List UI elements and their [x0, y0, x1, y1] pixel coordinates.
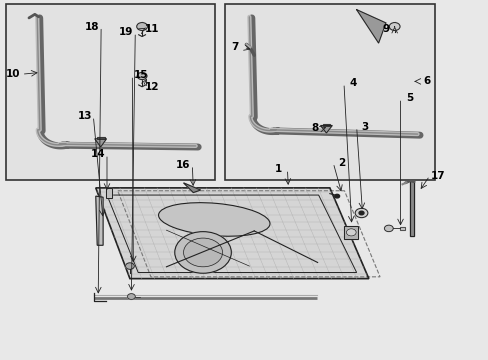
Text: 13: 13 [77, 111, 92, 121]
Circle shape [127, 294, 135, 300]
Ellipse shape [158, 203, 269, 236]
Text: 15: 15 [134, 70, 148, 80]
Circle shape [334, 194, 339, 198]
Bar [322, 124, 330, 126]
Circle shape [174, 231, 231, 273]
Text: 10: 10 [6, 69, 20, 79]
Bar [399, 226, 405, 230]
Text: 12: 12 [144, 82, 159, 92]
Polygon shape [95, 139, 106, 147]
Text: 19: 19 [119, 27, 133, 37]
Polygon shape [96, 188, 368, 279]
Bar [97, 136, 104, 139]
Text: 5: 5 [405, 93, 412, 103]
Text: 3: 3 [361, 122, 368, 132]
Polygon shape [320, 126, 331, 133]
Bar [5, 4, 215, 180]
Polygon shape [183, 183, 200, 193]
Text: 11: 11 [144, 24, 159, 35]
Text: 4: 4 [348, 78, 356, 88]
Circle shape [354, 208, 367, 218]
Circle shape [358, 211, 363, 215]
Circle shape [183, 238, 222, 267]
Circle shape [346, 229, 355, 236]
Circle shape [125, 263, 134, 269]
Bar [344, 226, 357, 239]
Bar [344, 226, 357, 239]
Text: 9: 9 [382, 24, 388, 35]
Circle shape [137, 23, 147, 31]
Bar [322, 124, 330, 126]
Polygon shape [96, 196, 103, 245]
Polygon shape [105, 188, 112, 198]
Polygon shape [356, 10, 385, 43]
Bar [399, 226, 405, 230]
Circle shape [137, 72, 147, 80]
Text: 2: 2 [338, 158, 345, 168]
Polygon shape [409, 181, 413, 235]
Text: 1: 1 [274, 164, 282, 174]
Text: 14: 14 [91, 149, 105, 159]
Text: 17: 17 [430, 171, 445, 181]
Text: 16: 16 [176, 160, 190, 170]
Circle shape [388, 23, 399, 31]
Text: 18: 18 [85, 22, 100, 32]
Text: 6: 6 [423, 76, 430, 86]
Text: 8: 8 [311, 123, 318, 133]
Text: 7: 7 [231, 42, 238, 52]
Circle shape [384, 225, 392, 231]
Bar [97, 136, 104, 139]
Bar [224, 4, 434, 180]
